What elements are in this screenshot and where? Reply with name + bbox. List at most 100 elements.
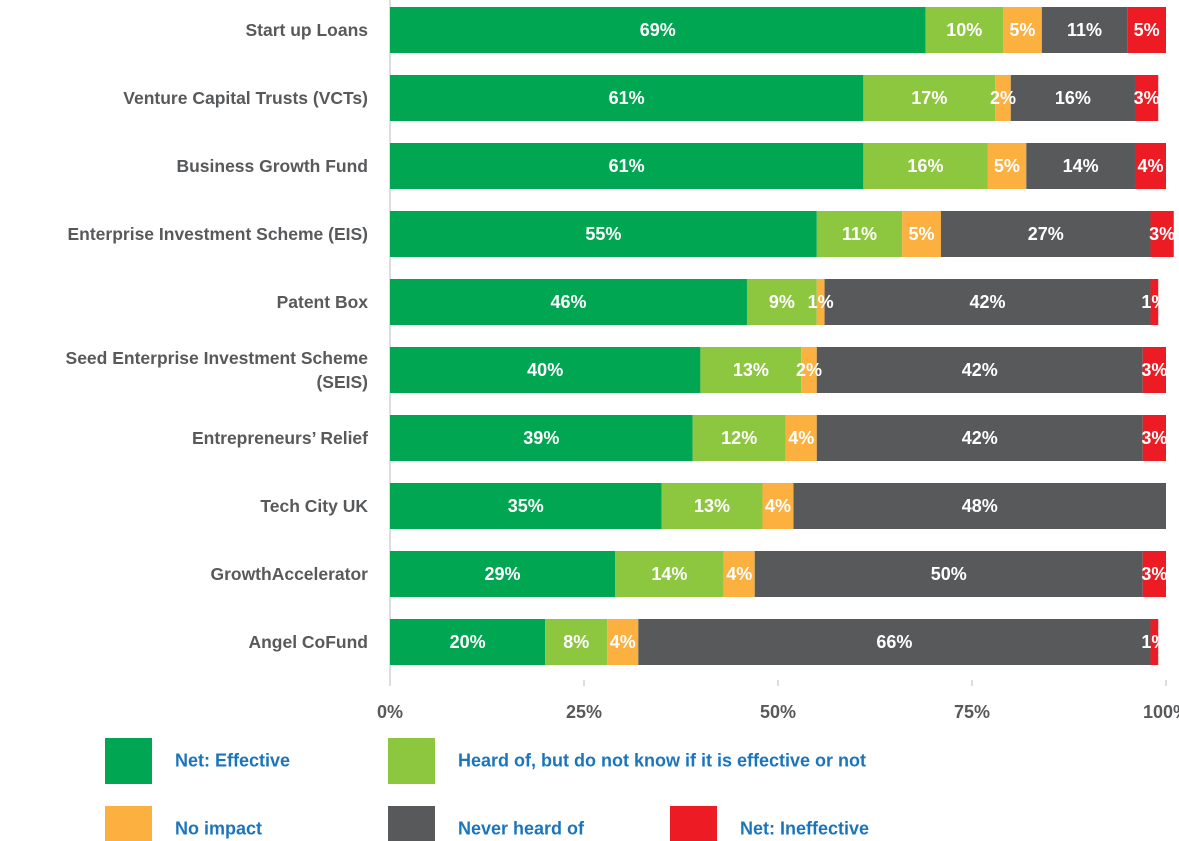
value-label: 4% <box>726 564 752 584</box>
legend-label: No impact <box>175 818 263 839</box>
value-label: 16% <box>1055 88 1091 108</box>
bar-segment <box>390 211 817 257</box>
legend-swatch <box>388 806 435 841</box>
value-label: 3% <box>1141 564 1167 584</box>
value-label: 13% <box>694 496 730 516</box>
category-label: Angel CoFund <box>248 632 368 652</box>
value-label: 12% <box>721 428 757 448</box>
bar-segment <box>615 551 724 597</box>
value-label: 20% <box>450 632 486 652</box>
value-label: 2% <box>990 88 1016 108</box>
bar-segment <box>785 415 817 461</box>
bar-segment <box>661 483 763 529</box>
bar-segment <box>390 415 693 461</box>
bar-segment <box>863 75 996 121</box>
x-tick-label: 25% <box>566 702 602 722</box>
x-tick-label: 100% <box>1143 702 1179 722</box>
value-label: 16% <box>907 156 943 176</box>
bar-segment <box>754 551 1143 597</box>
value-label: 35% <box>508 496 544 516</box>
value-label: 69% <box>640 20 676 40</box>
legend-label: Net: Ineffective <box>740 818 870 839</box>
x-tick-label: 50% <box>760 702 796 722</box>
bar-segment <box>746 279 817 325</box>
bar-segment <box>816 211 903 257</box>
bar-segment <box>816 279 825 325</box>
category-label: Start up Loans <box>245 20 368 40</box>
value-label: 1% <box>1141 632 1167 652</box>
value-label: 61% <box>609 156 645 176</box>
bar-segment <box>925 7 1004 53</box>
legend-swatch <box>105 738 152 784</box>
legend-swatch <box>388 738 435 784</box>
bar-segment <box>940 211 1151 257</box>
bar-segment <box>762 483 794 529</box>
value-label: 13% <box>733 360 769 380</box>
value-label: 27% <box>1028 224 1064 244</box>
bar-segment <box>824 279 1151 325</box>
value-label: 5% <box>909 224 935 244</box>
bar-segment <box>863 143 988 189</box>
value-label: 11% <box>1067 20 1102 40</box>
value-label: 50% <box>931 564 967 584</box>
value-label: 3% <box>1149 224 1175 244</box>
bar-segment <box>1142 415 1166 461</box>
value-label: 55% <box>585 224 621 244</box>
value-label: 5% <box>994 156 1020 176</box>
legend-label: Heard of, but do not know if it is effec… <box>458 750 867 771</box>
value-label: 42% <box>962 360 998 380</box>
legend-label: Never heard of <box>458 818 585 839</box>
value-label: 5% <box>1009 20 1035 40</box>
bar-segment <box>607 619 639 665</box>
bar-segment <box>1150 211 1174 257</box>
bar-segment <box>1026 143 1135 189</box>
value-label: 40% <box>527 360 563 380</box>
value-label: 10% <box>946 20 982 40</box>
bar-segment <box>816 415 1143 461</box>
value-label: 4% <box>1137 156 1163 176</box>
value-label: 3% <box>1141 428 1167 448</box>
value-label: 17% <box>911 88 947 108</box>
bar-segment <box>1150 279 1159 325</box>
value-label: 46% <box>550 292 586 312</box>
bar-segment <box>1142 347 1166 393</box>
x-tick-label: 0% <box>377 702 403 722</box>
bar-segment <box>816 347 1143 393</box>
value-label: 4% <box>765 496 791 516</box>
x-tick-label: 75% <box>954 702 990 722</box>
bar-segment <box>995 75 1011 121</box>
bar-segment <box>902 211 941 257</box>
bar-segment <box>1127 7 1166 53</box>
bar-segment <box>1150 619 1159 665</box>
bar-segment <box>390 143 864 189</box>
value-label: 1% <box>1141 292 1167 312</box>
category-label: Venture Capital Trusts (VCTs) <box>123 88 368 108</box>
category-label: Entrepreneurs’ Relief <box>191 428 368 448</box>
value-label: 66% <box>876 632 912 652</box>
value-label: 39% <box>523 428 559 448</box>
bar-segment <box>1010 75 1135 121</box>
bar-segment <box>700 347 802 393</box>
value-label: 5% <box>1134 20 1160 40</box>
bar-segment <box>390 75 864 121</box>
legend-swatch <box>105 806 152 841</box>
category-label: GrowthAccelerator <box>210 564 368 584</box>
category-label: Seed Enterprise Investment Scheme (SEIS) <box>65 348 368 392</box>
value-label: 8% <box>563 632 589 652</box>
bar-segment <box>1142 551 1166 597</box>
value-label: 14% <box>651 564 687 584</box>
category-label: Business Growth Fund <box>176 156 368 176</box>
category-label: Tech City UK <box>260 496 368 516</box>
bar-segment <box>723 551 755 597</box>
bar-segment <box>692 415 786 461</box>
value-label: 4% <box>788 428 814 448</box>
value-label: 1% <box>808 292 834 312</box>
legend-label: Net: Effective <box>175 750 291 771</box>
bar-segment <box>1003 7 1042 53</box>
value-label: 9% <box>769 292 795 312</box>
bar-segment <box>545 619 608 665</box>
value-label: 42% <box>962 428 998 448</box>
bar-segment <box>1041 7 1128 53</box>
bar-segment <box>390 279 747 325</box>
